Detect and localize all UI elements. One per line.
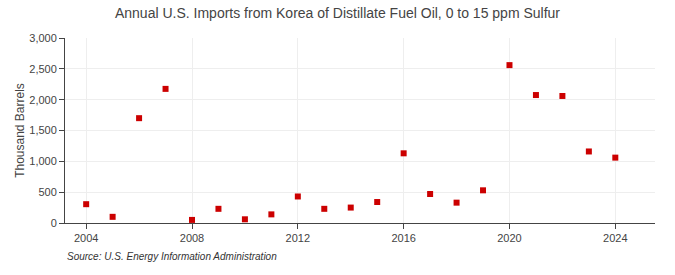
- svg-text:1,500: 1,500: [29, 124, 57, 136]
- svg-text:Thousand Barrels: Thousand Barrels: [13, 83, 27, 178]
- svg-text:2008: 2008: [180, 232, 204, 244]
- svg-text:Annual U.S. Imports from Korea: Annual U.S. Imports from Korea of Distil…: [115, 5, 560, 21]
- svg-text:0: 0: [51, 217, 57, 229]
- svg-text:2020: 2020: [497, 232, 521, 244]
- svg-text:500: 500: [38, 186, 56, 198]
- svg-text:1,000: 1,000: [29, 155, 57, 167]
- svg-text:2004: 2004: [74, 232, 98, 244]
- svg-text:2012: 2012: [286, 232, 310, 244]
- svg-text:2016: 2016: [391, 232, 415, 244]
- svg-text:2,500: 2,500: [29, 63, 57, 75]
- svg-text:Source: U.S. Energy Informatio: Source: U.S. Energy Information Administ…: [67, 251, 277, 262]
- svg-text:2,000: 2,000: [29, 94, 57, 106]
- svg-text:3,000: 3,000: [29, 32, 57, 44]
- svg-text:2024: 2024: [603, 232, 627, 244]
